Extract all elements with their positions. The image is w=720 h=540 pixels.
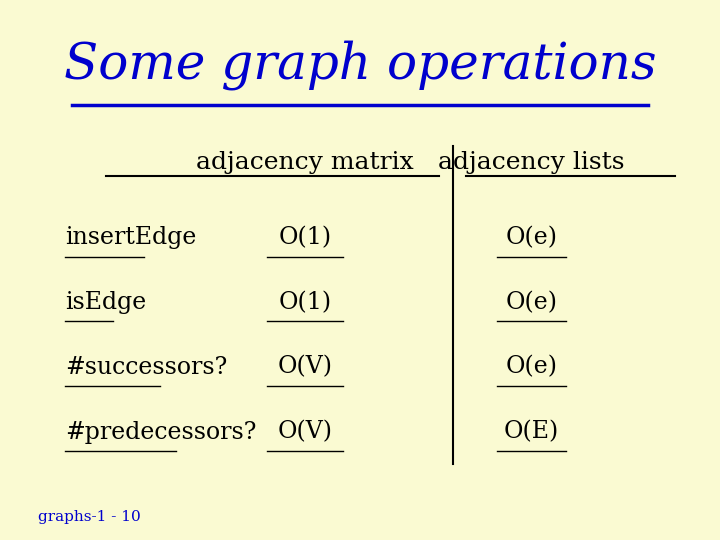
Text: O(e): O(e) — [505, 226, 557, 249]
Text: O(1): O(1) — [279, 226, 332, 249]
Text: #predecessors?: #predecessors? — [66, 421, 256, 443]
Text: O(1): O(1) — [279, 291, 332, 314]
Text: insertEdge: insertEdge — [66, 226, 197, 249]
Text: graphs-1 - 10: graphs-1 - 10 — [38, 510, 140, 524]
Text: isEdge: isEdge — [66, 291, 146, 314]
Text: O(e): O(e) — [505, 291, 557, 314]
Text: O(V): O(V) — [278, 356, 333, 379]
Text: O(V): O(V) — [278, 421, 333, 443]
Text: adjacency matrix: adjacency matrix — [197, 151, 414, 173]
Text: O(E): O(E) — [504, 421, 559, 443]
Text: Some graph operations: Some graph operations — [64, 40, 656, 90]
Text: adjacency lists: adjacency lists — [438, 151, 625, 173]
Text: #successors?: #successors? — [66, 356, 228, 379]
Text: O(e): O(e) — [505, 356, 557, 379]
